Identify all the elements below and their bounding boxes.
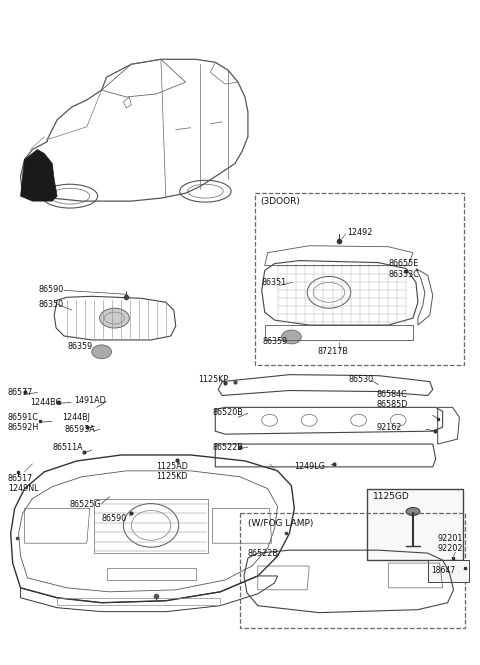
Text: 86522B: 86522B <box>248 549 279 558</box>
Text: 86591C: 86591C <box>8 413 38 422</box>
Text: 86592H: 86592H <box>8 423 39 432</box>
Text: 86530: 86530 <box>349 375 374 384</box>
Text: 86585D: 86585D <box>376 400 408 409</box>
Text: 18647: 18647 <box>431 567 455 575</box>
Text: 1125GD: 1125GD <box>373 492 410 501</box>
Text: (W/FOG LAMP): (W/FOG LAMP) <box>248 519 313 528</box>
Text: 86520B: 86520B <box>212 408 243 417</box>
Text: 86351: 86351 <box>262 278 287 287</box>
Text: 1249NL: 1249NL <box>8 484 38 493</box>
Ellipse shape <box>281 330 301 344</box>
Text: 86353C: 86353C <box>388 270 419 279</box>
Text: 86359: 86359 <box>263 337 288 346</box>
Text: 1491AD: 1491AD <box>74 396 106 405</box>
Text: 86359: 86359 <box>67 342 92 351</box>
Text: (3DOOR): (3DOOR) <box>260 197 300 205</box>
Text: 86517: 86517 <box>8 474 33 483</box>
Text: 86584C: 86584C <box>376 390 407 399</box>
Text: 86511A: 86511A <box>52 442 83 452</box>
Text: 1125KD: 1125KD <box>156 472 188 481</box>
Text: 86593A: 86593A <box>64 425 95 434</box>
FancyBboxPatch shape <box>367 489 463 560</box>
Text: 86577: 86577 <box>8 388 33 397</box>
Text: 92201: 92201 <box>438 534 463 543</box>
Text: 92162: 92162 <box>376 423 402 432</box>
Text: 1244BJ: 1244BJ <box>62 413 90 422</box>
Ellipse shape <box>100 308 129 328</box>
Polygon shape <box>21 150 57 201</box>
Text: 86590: 86590 <box>102 514 127 523</box>
Text: 86522B: 86522B <box>212 442 243 452</box>
Ellipse shape <box>92 345 111 359</box>
Text: 12492: 12492 <box>347 228 372 237</box>
Text: 86525G: 86525G <box>70 500 102 509</box>
FancyBboxPatch shape <box>428 560 469 582</box>
Text: 1125AD: 1125AD <box>156 462 188 471</box>
Text: 1249LG: 1249LG <box>294 462 325 471</box>
Text: 86655E: 86655E <box>388 259 419 268</box>
Text: 86590: 86590 <box>38 285 64 294</box>
Text: 1244BG: 1244BG <box>30 398 62 407</box>
Text: 1125KP: 1125KP <box>199 375 228 384</box>
Text: 86350: 86350 <box>38 300 63 309</box>
Ellipse shape <box>406 507 420 515</box>
Text: 87217B: 87217B <box>317 347 348 356</box>
Text: 92202: 92202 <box>438 544 463 553</box>
